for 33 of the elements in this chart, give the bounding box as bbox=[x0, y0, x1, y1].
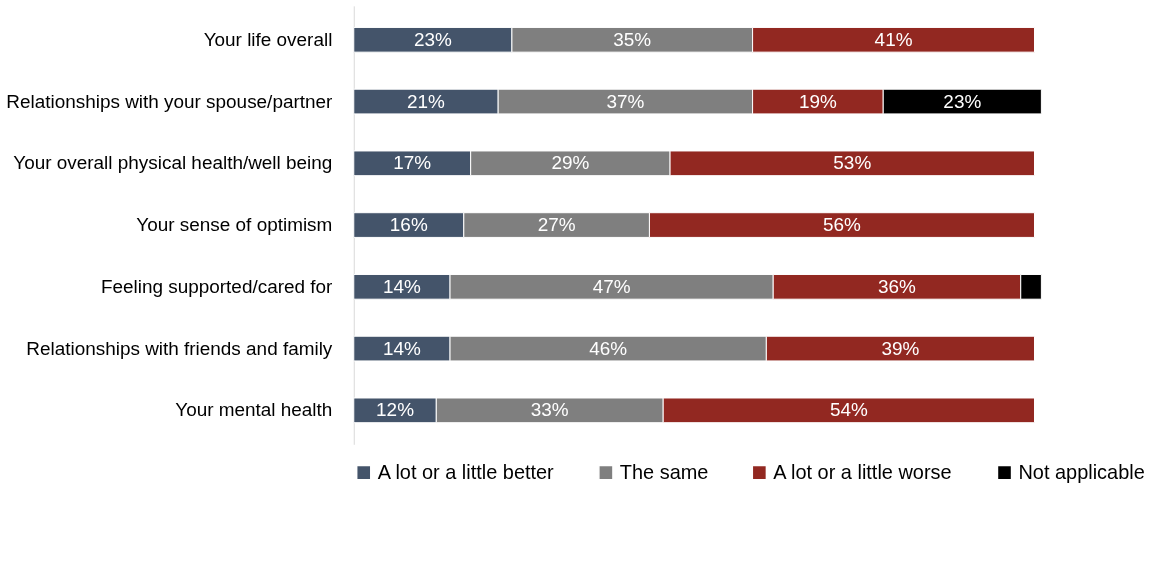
data-label: 27% bbox=[537, 214, 576, 236]
legend-label: A lot or a little better bbox=[377, 460, 555, 483]
data-label: 41% bbox=[874, 28, 913, 50]
data-label: 23% bbox=[943, 90, 982, 112]
y-tick-label: Your mental health bbox=[175, 399, 333, 421]
data-label: 46% bbox=[589, 337, 628, 359]
legend-label: A lot or a little worse bbox=[773, 460, 952, 483]
data-label: 33% bbox=[530, 399, 569, 421]
data-label: 54% bbox=[829, 399, 868, 421]
legend-label: The same bbox=[619, 460, 709, 483]
data-label: 53% bbox=[833, 152, 872, 174]
y-tick-label: Your life overall bbox=[203, 28, 333, 50]
y-tick-label: Feeling supported/cared for bbox=[100, 275, 333, 297]
y-tick-label: Your overall physical health/well being bbox=[13, 152, 333, 174]
data-label: 37% bbox=[606, 90, 645, 112]
y-tick-label: Relationships with your spouse/partner bbox=[6, 90, 333, 112]
data-label: 14% bbox=[382, 275, 422, 297]
data-label: 47% bbox=[592, 275, 631, 297]
data-label: 23% bbox=[413, 28, 452, 50]
legend-label: Not applicable bbox=[1018, 460, 1145, 483]
y-tick-label: Relationships with friends and family bbox=[26, 337, 333, 359]
data-label: 17% bbox=[393, 152, 432, 174]
data-label: 21% bbox=[407, 90, 446, 112]
data-label: 19% bbox=[798, 90, 838, 112]
y-tick-label: Your sense of optimism bbox=[136, 214, 333, 236]
data-label: 29% bbox=[551, 152, 590, 174]
data-label: 12% bbox=[376, 399, 415, 421]
data-label: 36% bbox=[878, 275, 917, 297]
data-label: 56% bbox=[823, 214, 862, 236]
data-label: 39% bbox=[881, 337, 920, 359]
data-label: 16% bbox=[389, 214, 428, 236]
data-label: 14% bbox=[382, 337, 422, 359]
data-label: 35% bbox=[613, 28, 652, 50]
